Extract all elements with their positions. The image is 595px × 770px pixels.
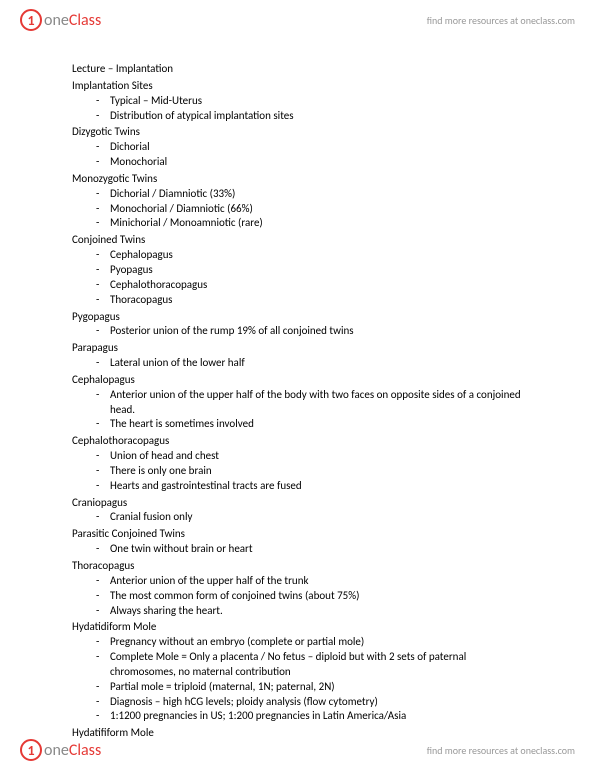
list-item: Cephalothoracopagus bbox=[96, 278, 523, 293]
list-item: There is only one brain bbox=[96, 464, 523, 479]
list-item: Minichorial / Monoamniotic (rare) bbox=[96, 216, 523, 231]
section-heading: Monozygotic Twins bbox=[72, 172, 523, 187]
section-heading: Thoracopagus bbox=[72, 559, 523, 574]
logo-text-part2: Class bbox=[69, 741, 101, 760]
bullet-list: DichorialMonochorial bbox=[72, 140, 523, 170]
list-item: Hearts and gastrointestinal tracts are f… bbox=[96, 479, 523, 494]
page-title: Lecture – Implantation bbox=[72, 62, 523, 77]
logo-text-part2: Class bbox=[69, 11, 101, 30]
section-heading: Implantation Sites bbox=[72, 79, 523, 94]
bullet-list: Posterior union of the rump 19% of all c… bbox=[72, 324, 523, 339]
brand-logo-bottom[interactable]: 1 oneClass bbox=[20, 739, 101, 761]
bullet-list: Cranial fusion only bbox=[72, 510, 523, 525]
bullet-list: Union of head and chestThere is only one… bbox=[72, 449, 523, 494]
list-item: Dichorial bbox=[96, 140, 523, 155]
list-item: Posterior union of the rump 19% of all c… bbox=[96, 324, 523, 339]
list-item: Pyopagus bbox=[96, 263, 523, 278]
section-heading: Parapagus bbox=[72, 341, 523, 356]
list-item: The heart is sometimes involved bbox=[96, 417, 523, 432]
resources-link-bottom[interactable]: find more resources at oneclass.com bbox=[427, 744, 575, 757]
list-item: Lateral union of the lower half bbox=[96, 356, 523, 371]
list-item: Pregnancy without an embryo (complete or… bbox=[96, 635, 523, 650]
logo-text: oneClass bbox=[44, 741, 101, 760]
logo-text: oneClass bbox=[44, 11, 101, 30]
list-item: Anterior union of the upper half of the … bbox=[96, 574, 523, 589]
logo-text-part1: one bbox=[44, 741, 69, 760]
bullet-list: Typical – Mid-UterusDistribution of atyp… bbox=[72, 94, 523, 124]
bullet-list: Dichorial / Diamniotic (33%)Monochorial … bbox=[72, 187, 523, 232]
logo-icon: 1 bbox=[20, 739, 42, 761]
list-item: Dichorial / Diamniotic (33%) bbox=[96, 187, 523, 202]
section-heading: Cephalothoracopagus bbox=[72, 434, 523, 449]
bullet-list: One twin without brain or heart bbox=[72, 542, 523, 557]
bottom-bar: 1 oneClass find more resources at onecla… bbox=[0, 730, 595, 770]
bullet-list: Lateral union of the lower half bbox=[72, 356, 523, 371]
section-heading: Pygopagus bbox=[72, 310, 523, 325]
list-item: 1:1200 pregnancies in US; 1:200 pregnanc… bbox=[96, 709, 523, 724]
list-item: Monochorial / Diamniotic (66%) bbox=[96, 202, 523, 217]
resources-link-top[interactable]: find more resources at oneclass.com bbox=[427, 14, 575, 27]
list-item: Cranial fusion only bbox=[96, 510, 523, 525]
top-bar: 1 oneClass find more resources at onecla… bbox=[0, 0, 595, 40]
logo-icon: 1 bbox=[20, 9, 42, 31]
section-heading: Conjoined Twins bbox=[72, 233, 523, 248]
list-item: The most common form of conjoined twins … bbox=[96, 589, 523, 604]
section-heading: Craniopagus bbox=[72, 496, 523, 511]
bullet-list: Pregnancy without an embryo (complete or… bbox=[72, 635, 523, 724]
section-heading: Cephalopagus bbox=[72, 373, 523, 388]
logo-text-part1: one bbox=[44, 11, 69, 30]
list-item: Thoracopagus bbox=[96, 293, 523, 308]
bullet-list: CephalopagusPyopagusCephalothoracopagusT… bbox=[72, 248, 523, 307]
list-item: Complete Mole = Only a placenta / No fet… bbox=[96, 650, 523, 680]
list-item: Always sharing the heart. bbox=[96, 604, 523, 619]
list-item: Anterior union of the upper half of the … bbox=[96, 388, 523, 418]
section-heading: Hydatidiform Mole bbox=[72, 620, 523, 635]
list-item: Partial mole = triploid (maternal, 1N; p… bbox=[96, 680, 523, 695]
brand-logo[interactable]: 1 oneClass bbox=[20, 9, 101, 31]
section-heading: Dizygotic Twins bbox=[72, 125, 523, 140]
section-heading: Parasitic Conjoined Twins bbox=[72, 527, 523, 542]
list-item: Monochorial bbox=[96, 155, 523, 170]
document-content: Lecture – Implantation Implantation Site… bbox=[0, 40, 595, 741]
bullet-list: Anterior union of the upper half of the … bbox=[72, 388, 523, 433]
bullet-list: Anterior union of the upper half of the … bbox=[72, 574, 523, 619]
list-item: One twin without brain or heart bbox=[96, 542, 523, 557]
list-item: Distribution of atypical implantation si… bbox=[96, 109, 523, 124]
list-item: Union of head and chest bbox=[96, 449, 523, 464]
list-item: Cephalopagus bbox=[96, 248, 523, 263]
list-item: Typical – Mid-Uterus bbox=[96, 94, 523, 109]
list-item: Diagnosis – high hCG levels; ploidy anal… bbox=[96, 695, 523, 710]
